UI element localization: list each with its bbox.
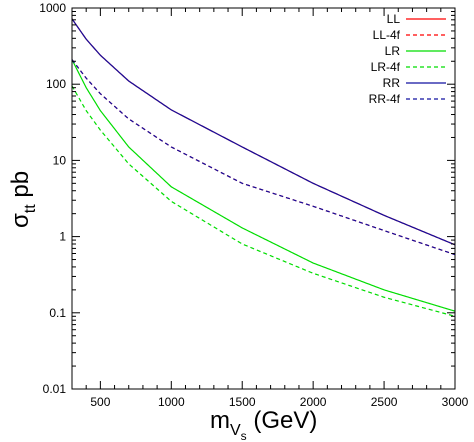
legend-label-ll: LL: [387, 12, 401, 26]
legend-label-rr-4f: RR-4f: [369, 92, 401, 106]
x-tick-label: 500: [90, 395, 110, 409]
legend-label-lr-4f: LR-4f: [371, 60, 401, 74]
legend-label-lr: LR: [385, 44, 401, 58]
y-axis-title-rest: pb: [7, 171, 34, 204]
plot-curves: [71, 18, 456, 317]
x-tick-label: 1500: [229, 395, 256, 409]
y-axis-title-main: σ: [7, 213, 34, 228]
x-tick-label: 1000: [158, 395, 185, 409]
y-tick-label: 0.01: [43, 382, 67, 396]
y-axis-title: σtt pb: [7, 171, 39, 228]
legend-label-ll-4f: LL-4f: [373, 28, 401, 42]
plot-frame: [71, 7, 456, 390]
y-axis-title-sub: tt: [22, 204, 39, 213]
x-tick-label: 2000: [300, 395, 327, 409]
y-tick-label: 1: [59, 230, 66, 244]
x-axis-title-sub: V: [230, 422, 241, 439]
x-axis-title-main: m: [210, 407, 230, 434]
x-axis-title: mVs (GeV): [210, 407, 317, 442]
series-line-rr: [71, 18, 456, 246]
legend-label-rr: RR: [383, 76, 401, 90]
y-tick-label: 10: [53, 153, 67, 167]
x-tick-label: 2500: [371, 395, 398, 409]
y-tick-label: 0.1: [49, 306, 66, 320]
y-tick-label: 100: [46, 77, 66, 91]
x-tick-label: 3000: [442, 395, 469, 409]
y-tick-label: 1000: [39, 1, 66, 15]
x-axis-title-subsub: s: [241, 429, 247, 442]
axis-ticks: 500 1000 1500 2000 2500 3000 0.01 0.1 1 10 100 1000: [39, 1, 468, 409]
x-axis-title-rest: (GeV): [247, 407, 318, 434]
series-line-lr: [71, 59, 456, 312]
series-line-lr-4f: [71, 85, 456, 317]
legend: LL LL-4f LR LR-4f RR RR-4f: [369, 12, 446, 106]
